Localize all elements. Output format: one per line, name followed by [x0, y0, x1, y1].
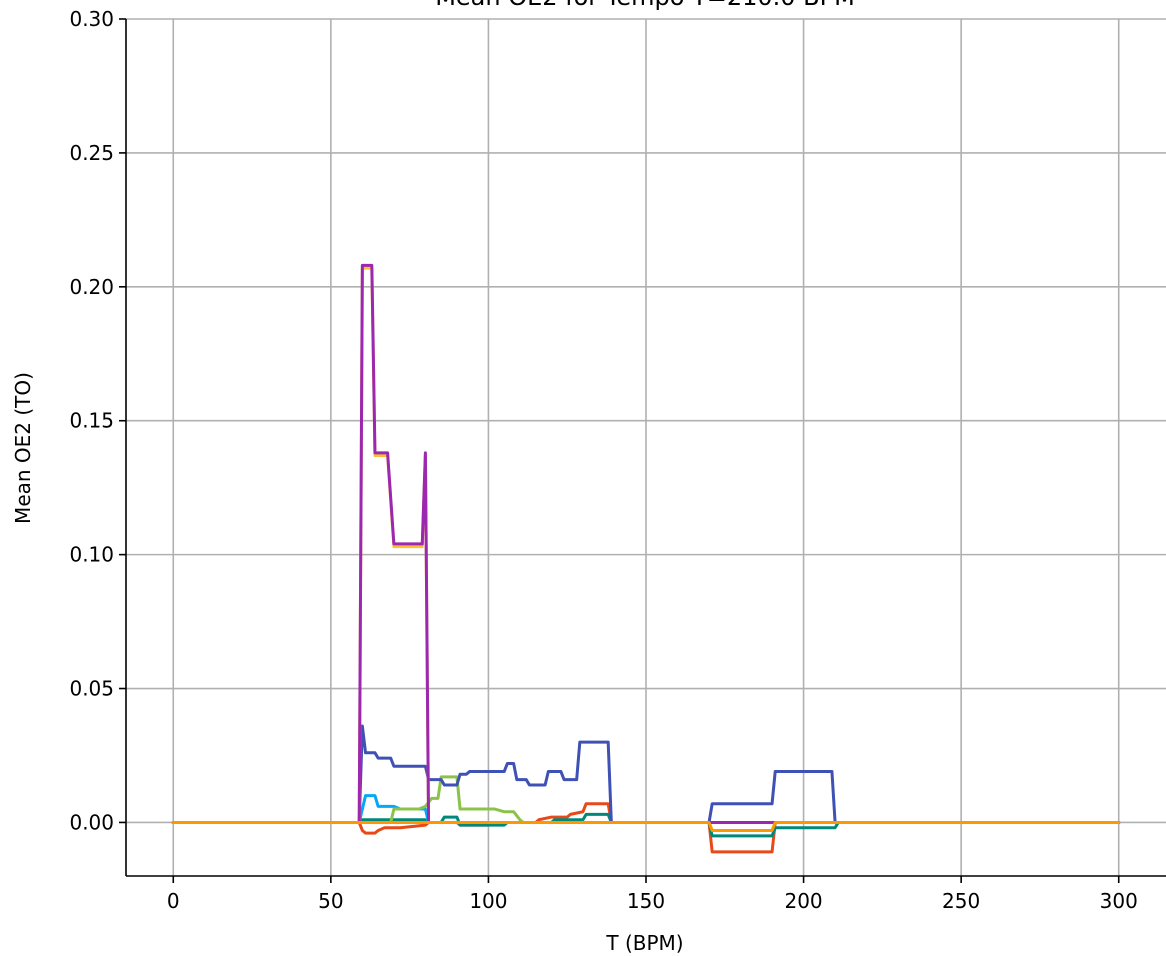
- y-tick-label: 0.05: [69, 677, 114, 701]
- x-tick-label: 300: [1100, 889, 1138, 913]
- series-line-4: [171, 775, 1121, 824]
- y-tick-label: 0.10: [69, 543, 114, 567]
- y-tick-label: 0.25: [69, 141, 114, 165]
- x-tick-label: 150: [627, 889, 665, 913]
- axes-layer: 0 50 100 150 200 250 300 0.00 0.05 0.10 0.15 0.20 0.…: [69, 7, 1166, 913]
- series-layer: [171, 263, 1121, 854]
- series-line-8: [171, 820, 1121, 832]
- y-tick-label: 0.30: [69, 7, 114, 31]
- y-tick-label: 0.00: [69, 810, 114, 834]
- x-tick-label: 50: [318, 889, 343, 913]
- x-tick-label: 100: [469, 889, 507, 913]
- y-tick-label: 0.15: [69, 409, 114, 433]
- x-axis-label: T (BPM): [605, 931, 683, 955]
- grid-layer: [126, 18, 1166, 876]
- series-line-3: [171, 794, 1121, 824]
- x-tick-label: 200: [784, 889, 822, 913]
- x-tick-label: 250: [942, 889, 980, 913]
- y-axis-label: Mean OE2 (TO): [11, 372, 35, 524]
- chart-title: Mean OE2 for Tempo T=210.0 BPM: [435, 0, 855, 11]
- x-tick-label: 0: [167, 889, 180, 913]
- series-line-7: [171, 263, 1121, 824]
- y-tick-label: 0.20: [69, 275, 114, 299]
